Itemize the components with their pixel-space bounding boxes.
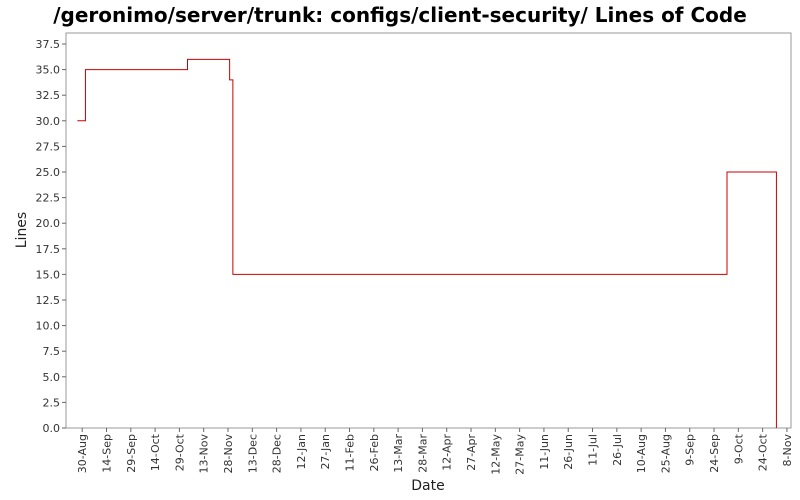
x-tick-label: 12-Apr xyxy=(441,434,454,471)
series-line xyxy=(77,58,777,428)
y-tick-label: 15.0 xyxy=(36,268,61,281)
x-tick-label: 9-Sep xyxy=(684,434,697,466)
y-tick-label: 27.5 xyxy=(36,140,61,153)
y-tick-label: 17.5 xyxy=(36,243,61,256)
y-axis: 0.0 2.5 5.0 7.5 10.0 12.5 15.0 17.5 20.0 22.5 25.0… xyxy=(36,38,66,435)
x-tick-label: 11-Jul xyxy=(587,434,600,466)
y-tick-label: 2.5 xyxy=(43,396,61,409)
y-tick-label: 10.0 xyxy=(36,320,61,333)
y-tick-label: 0.0 xyxy=(43,422,61,435)
plot-area xyxy=(65,32,792,429)
x-tick-label: 28-Mar xyxy=(416,434,429,473)
x-tick-label: 8-Nov xyxy=(781,434,794,467)
x-tick-label: 29-Sep xyxy=(125,434,138,473)
x-tick-label: 24-Oct xyxy=(757,433,770,471)
y-tick-label: 32.5 xyxy=(36,89,61,102)
x-tick-label: 13-Mar xyxy=(392,434,405,473)
x-tick-label: 28-Nov xyxy=(222,434,235,474)
y-tick-label: 5.0 xyxy=(43,371,61,384)
x-tick-label: 13-Nov xyxy=(198,434,211,474)
y-tick-label: 37.5 xyxy=(36,38,61,51)
x-tick-label: 26-Feb xyxy=(368,434,381,471)
y-tick-label: 35.0 xyxy=(36,64,61,77)
y-tick-label: 12.5 xyxy=(36,294,61,307)
x-tick-label: 28-Dec xyxy=(271,434,284,473)
x-tick-label: 11-Jun xyxy=(538,434,551,470)
x-tick-label: 29-Oct xyxy=(173,433,186,471)
x-tick-label: 24-Sep xyxy=(708,434,721,473)
x-tick-label: 26-Jun xyxy=(562,434,575,470)
x-tick-label: 12-Jan xyxy=(295,434,308,470)
x-tick-label: 13-Dec xyxy=(246,434,259,473)
x-tick-label: 14-Oct xyxy=(149,433,162,471)
y-tick-label: 22.5 xyxy=(36,192,61,205)
x-axis: 30-Aug 14-Sep 29-Sep 14-Oct 29-Oct 13-Nov 28-N… xyxy=(76,428,794,475)
chart-title: /geronimo/server/trunk: configs/client-s… xyxy=(53,3,747,27)
x-tick-label: 9-Oct xyxy=(732,433,745,464)
x-tick-label: 26-Jul xyxy=(611,434,624,466)
y-tick-label: 20.0 xyxy=(36,217,61,230)
x-tick-label: 11-Feb xyxy=(344,434,357,471)
x-tick-label: 25-Aug xyxy=(659,434,672,473)
x-tick-label: 12-May xyxy=(489,434,502,475)
y-tick-label: 30.0 xyxy=(36,115,61,128)
x-tick-label: 30-Aug xyxy=(76,434,89,473)
x-tick-label: 27-Jan xyxy=(319,434,332,470)
y-tick-label: 7.5 xyxy=(43,345,61,358)
y-axis-title: Lines xyxy=(14,212,30,248)
x-tick-label: 27-Apr xyxy=(465,434,478,471)
x-tick-label: 10-Aug xyxy=(635,434,648,473)
x-axis-title: Date xyxy=(411,478,444,494)
x-tick-label: 27-May xyxy=(514,434,527,475)
y-tick-label: 25.0 xyxy=(36,166,61,179)
x-tick-label: 14-Sep xyxy=(101,434,114,473)
series-group xyxy=(77,58,777,428)
